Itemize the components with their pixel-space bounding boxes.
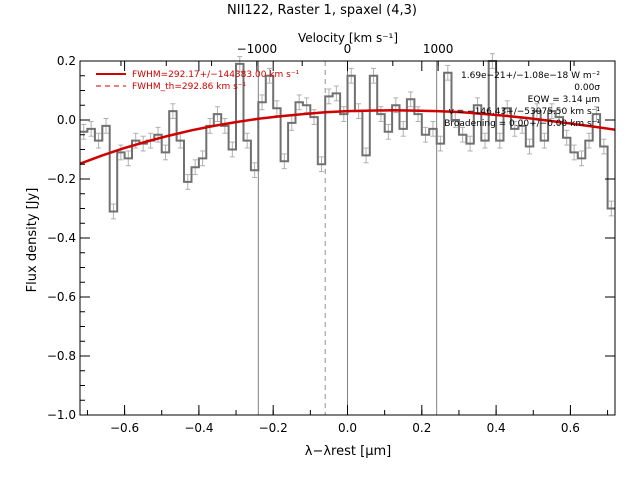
y-tick-label: −0.8: [47, 349, 76, 363]
top-tick-label: 0: [344, 42, 352, 56]
annotation-0: 1.69e−21+/−1.08e−18 W m⁻²: [461, 71, 600, 81]
x-tick-label: 0.2: [412, 421, 431, 435]
y-tick-label: −0.6: [47, 290, 76, 304]
x-tick-label: 0.6: [561, 421, 580, 435]
y-tick-label: 0.0: [57, 113, 76, 127]
x-axis-label: λ−λrest [μm]: [305, 444, 391, 459]
annotation-4: Broadening = 0.00+/−0.00 km s⁻¹: [444, 119, 600, 129]
legend-label-1: FWHM_th=292.86 km s⁻¹: [132, 82, 247, 92]
legend-label-0: FWHM=292.17+/−144383.00 km s⁻¹: [132, 70, 300, 80]
annotation-1: 0.00σ: [574, 83, 600, 93]
annotation-2: EQW = 3.14 μm: [528, 95, 600, 105]
y-tick-label: −0.2: [47, 172, 76, 186]
y-tick-label: 0.2: [57, 54, 76, 68]
x-tick-label: −0.4: [184, 421, 213, 435]
chart-title: NII122, Raster 1, spaxel (4,3): [227, 3, 417, 18]
fit-curve: [79, 109, 616, 165]
plot-area: −0.6 −0.4 −0.2 0.0 0.2 0.4 0.6 −1.0 −0.8 −0.6 −0.4…: [47, 42, 616, 435]
annotation-3: v = −146.43+/−53075.50 km s⁻¹: [449, 107, 601, 117]
spectrum-steps: [80, 60, 615, 213]
x-tick-label: −0.2: [259, 421, 288, 435]
y-axis-label: Flux density [Jy]: [25, 188, 40, 293]
top-axis-label: Velocity [km s⁻¹]: [298, 31, 398, 45]
top-tick-label: 1000: [423, 42, 454, 56]
x-tick-label: 0.4: [487, 421, 506, 435]
y-tick-label: −0.4: [47, 231, 76, 245]
x-tick-label: −0.6: [110, 421, 139, 435]
y-tick-label: −1.0: [47, 408, 76, 422]
top-tick-label: −1000: [237, 42, 278, 56]
x-tick-label: 0.0: [338, 421, 357, 435]
